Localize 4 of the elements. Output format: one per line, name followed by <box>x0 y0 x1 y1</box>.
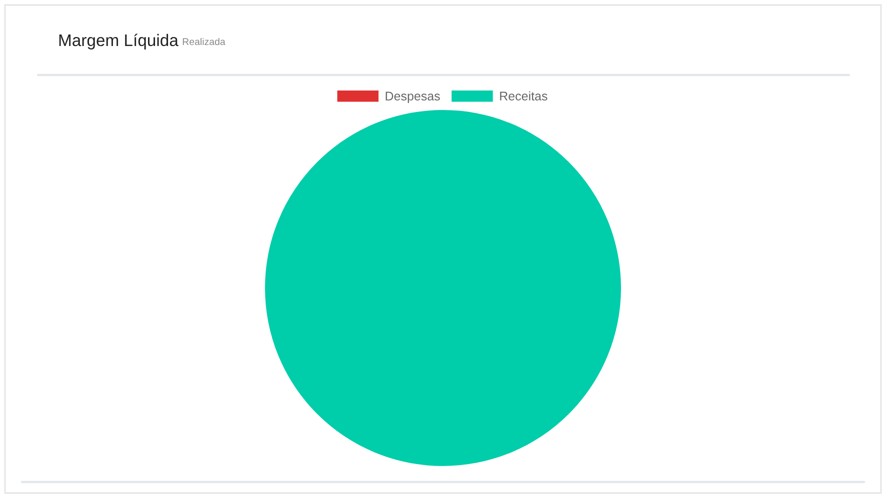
text: Margem Líquida <box>59 34 178 50</box>
chart-subtitle: Realizada <box>182 38 226 46</box>
legend-label: Despesas <box>386 92 440 103</box>
legend-label: Receitas <box>500 91 548 100</box>
